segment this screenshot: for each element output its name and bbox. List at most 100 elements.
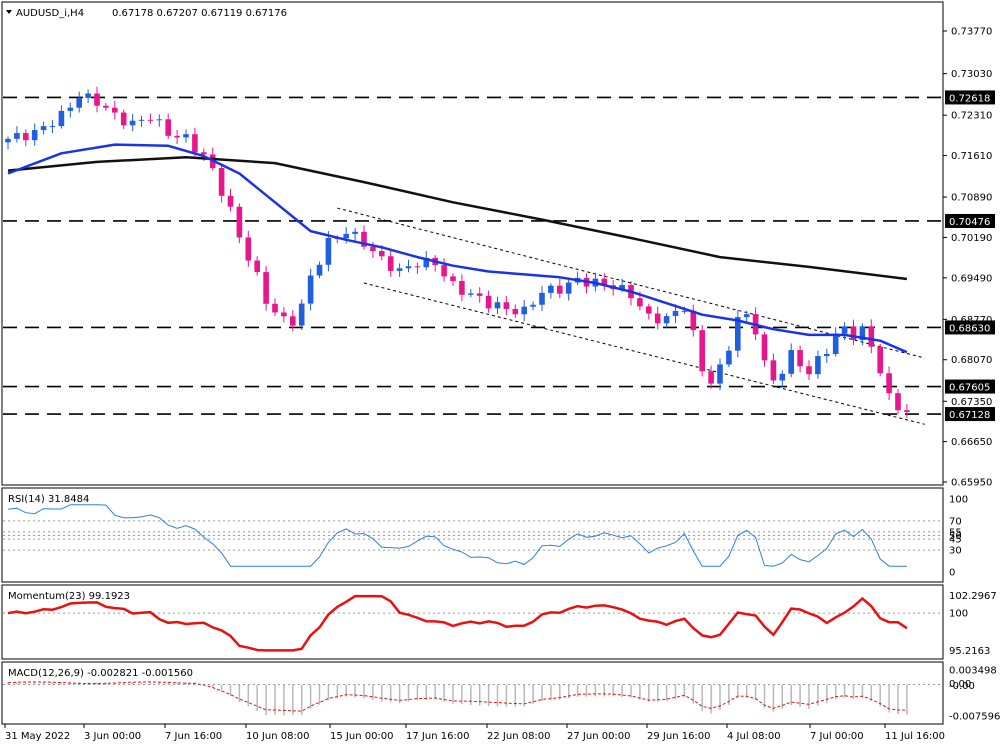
candle-bull bbox=[824, 354, 830, 357]
candle-bull bbox=[67, 107, 74, 111]
ma-fast-line bbox=[7, 143, 908, 354]
candle-bear bbox=[601, 278, 608, 286]
candle-bear bbox=[806, 366, 812, 375]
candle-bear bbox=[370, 246, 376, 252]
candle-bear bbox=[476, 293, 483, 296]
candle-bull bbox=[663, 316, 670, 324]
price-tick-label: 0.73770 bbox=[951, 27, 992, 38]
price-panel bbox=[1, 1, 944, 486]
candle-bull bbox=[530, 304, 536, 307]
candle-bear bbox=[770, 360, 777, 381]
candle-bear bbox=[485, 295, 492, 309]
candle-bull bbox=[85, 93, 91, 98]
candle-bull bbox=[31, 130, 38, 141]
time-tick-label: 7 Jul 00:00 bbox=[810, 731, 864, 742]
candle-bull bbox=[129, 120, 136, 126]
candle-bull bbox=[307, 275, 314, 304]
macd-tick-label: 0.00 bbox=[949, 679, 971, 690]
candle-bull bbox=[156, 119, 163, 121]
menu-arrow-icon[interactable] bbox=[6, 10, 12, 14]
time-tick-label: 7 Jun 16:00 bbox=[165, 731, 222, 742]
level-label: 0.72618 bbox=[949, 93, 990, 104]
time-tick-label: 4 Jul 08:00 bbox=[727, 731, 781, 742]
candle-bear bbox=[254, 260, 260, 273]
price-tick-label: 0.73030 bbox=[951, 69, 992, 80]
candle-bull bbox=[468, 293, 474, 295]
candle-bull bbox=[619, 285, 625, 290]
candle-bull bbox=[815, 356, 821, 375]
candle-bear bbox=[459, 281, 465, 295]
level-label: 0.70476 bbox=[949, 217, 990, 228]
candle-bear bbox=[441, 265, 447, 277]
candle-bear bbox=[699, 330, 705, 372]
candle-bull bbox=[565, 282, 572, 294]
candle-bull bbox=[76, 97, 82, 108]
price-tick-label: 0.67350 bbox=[951, 397, 992, 408]
rsi-label: RSI(14) 31.8484 bbox=[8, 494, 89, 505]
candle-bear bbox=[236, 206, 243, 238]
level-label: 0.68630 bbox=[949, 323, 990, 334]
level-tag bbox=[945, 407, 995, 422]
candle-bull bbox=[183, 134, 189, 138]
candle-bull bbox=[298, 303, 305, 326]
macd-tick-label: 0.003498 bbox=[949, 666, 997, 677]
candle-bear bbox=[387, 256, 394, 271]
candle-bull bbox=[521, 306, 527, 315]
macd-label: MACD(12,26,9) -0.002821 -0.001560 bbox=[8, 668, 193, 679]
rsi-tick-label: 100 bbox=[949, 495, 968, 506]
candle-bear bbox=[165, 119, 171, 136]
candle-bull bbox=[494, 302, 501, 309]
level-tag bbox=[945, 90, 995, 105]
time-tick-label: 3 Jun 00:00 bbox=[84, 731, 141, 742]
candle-bear bbox=[797, 350, 803, 367]
candle-bear bbox=[761, 334, 768, 361]
time-tick-label: 31 May 2022 bbox=[5, 731, 70, 742]
candle-bull bbox=[548, 285, 554, 293]
candle-bear bbox=[690, 310, 697, 331]
candle-bull bbox=[396, 268, 403, 271]
channel-upper-line bbox=[337, 207, 925, 359]
rsi-line bbox=[7, 504, 907, 567]
candle-bear bbox=[868, 326, 875, 347]
candle-bear bbox=[654, 313, 661, 324]
candle-bear bbox=[245, 237, 252, 261]
time-tick-label: 10 Jun 08:00 bbox=[246, 731, 310, 742]
price-tick-label: 0.65950 bbox=[951, 478, 992, 489]
candle-bull bbox=[832, 333, 839, 355]
rsi-tick-label: 30 bbox=[949, 546, 962, 557]
candle-bull bbox=[40, 126, 47, 131]
price-tick-label: 0.68770 bbox=[951, 315, 992, 326]
candle-bear bbox=[263, 272, 269, 304]
candle-bear bbox=[557, 285, 563, 294]
candle-bear bbox=[218, 168, 225, 196]
candle-bear bbox=[850, 326, 857, 341]
candle-bear bbox=[227, 195, 234, 207]
candle-bear bbox=[192, 134, 198, 153]
candle-bear bbox=[379, 251, 385, 257]
candle-bear bbox=[94, 93, 100, 106]
candle-bear bbox=[147, 119, 154, 121]
momentum-tick-label: 100 bbox=[949, 609, 968, 620]
candle-bull bbox=[788, 350, 794, 374]
candle-bear bbox=[272, 303, 278, 313]
candle-bear bbox=[361, 231, 367, 247]
time-tick-label: 27 Jun 00:00 bbox=[567, 731, 631, 742]
price-tick-label: 0.72310 bbox=[951, 111, 992, 122]
ohlc-label: 0.67178 0.67207 0.67119 0.67176 bbox=[112, 8, 287, 19]
level-label: 0.67605 bbox=[949, 383, 990, 394]
candle-bull bbox=[405, 266, 412, 269]
candle-bear bbox=[103, 105, 109, 108]
price-tick-label: 0.66650 bbox=[951, 437, 992, 448]
candle-bear bbox=[281, 312, 287, 317]
candle-bull bbox=[735, 317, 741, 351]
momentum-label: Momentum(23) 99.1923 bbox=[8, 591, 130, 602]
candle-bear bbox=[290, 316, 296, 326]
candle-bear bbox=[886, 373, 892, 394]
macd-tick-label: -0.007596 bbox=[949, 711, 1000, 722]
price-tick-label: 0.70190 bbox=[951, 233, 992, 244]
rsi-tick-label: 70 bbox=[949, 516, 962, 527]
candle-bear bbox=[23, 133, 29, 141]
symbol-label: AUDUSD_i,H4 bbox=[16, 8, 84, 19]
rsi-tick-label: 45 bbox=[949, 535, 962, 546]
